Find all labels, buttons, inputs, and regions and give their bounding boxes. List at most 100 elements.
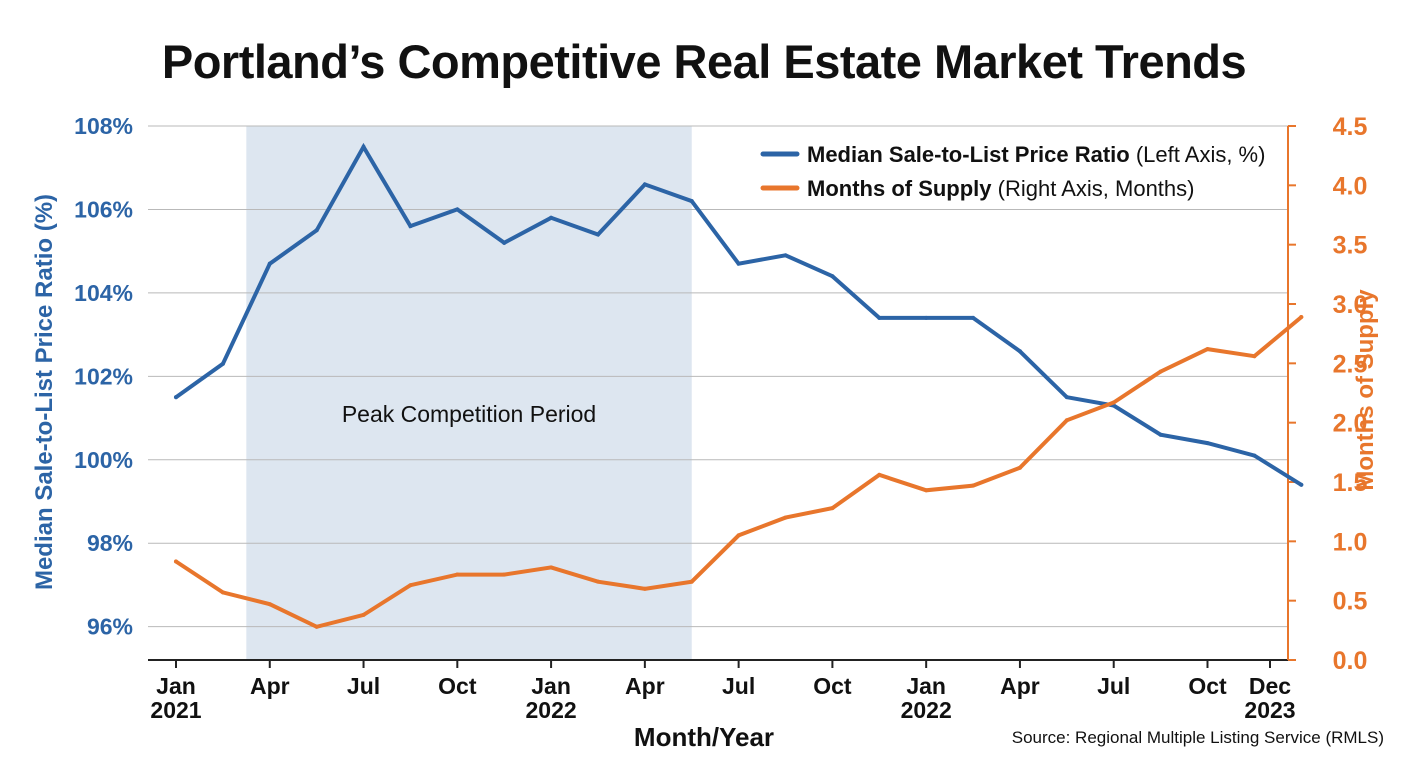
x-tick-label: Jan — [906, 673, 946, 699]
left-tick-label: 96% — [87, 614, 133, 640]
legend-series-note: (Right Axis, Months) — [992, 176, 1195, 201]
months-of-supply-point — [1017, 465, 1022, 470]
months-of-supply-point — [361, 612, 366, 617]
left-tick-label: 100% — [74, 447, 133, 473]
x-tick-label-year: 2021 — [150, 697, 201, 723]
legend-series-name: Months of Supply — [807, 176, 992, 201]
sale-to-list-ratio-point — [1205, 441, 1210, 446]
months-of-supply-point — [736, 533, 741, 538]
x-tick-label: Oct — [438, 673, 477, 699]
series-layer — [174, 142, 1304, 629]
x-tick-label: Apr — [250, 673, 290, 699]
sale-to-list-ratio-point — [595, 232, 600, 237]
months-of-supply-point — [1064, 418, 1069, 423]
sale-to-list-ratio-point — [220, 361, 225, 366]
right-tick-label: 2.5 — [1333, 350, 1368, 378]
legend-entry-ratio: Median Sale-to-List Price Ratio (Left Ax… — [807, 142, 1265, 167]
x-tick-label-year: 2022 — [901, 697, 952, 723]
label-layer: Peak Competition Period 96% 98% 100% 102% 104… — [31, 113, 1379, 752]
right-tick-label: 0.5 — [1333, 588, 1368, 616]
sale-to-list-ratio-point — [408, 224, 413, 229]
sale-to-list-ratio-point — [1158, 432, 1163, 437]
months-of-supply-point — [830, 506, 835, 511]
sale-to-list-ratio-point — [830, 274, 835, 279]
sale-to-list-ratio-point — [689, 199, 694, 204]
months-of-supply-point — [1252, 354, 1257, 359]
sale-to-list-ratio-point — [502, 240, 507, 245]
right-tick-label: 1.0 — [1333, 528, 1368, 556]
sale-to-list-ratio-point — [267, 261, 272, 266]
right-tick-label: 1.5 — [1333, 469, 1368, 497]
months-of-supply-point — [783, 515, 788, 520]
sale-to-list-ratio-point — [1017, 349, 1022, 354]
sale-to-list-ratio-point — [642, 182, 647, 187]
sale-to-list-ratio-point — [455, 207, 460, 212]
x-tick-label: Oct — [813, 673, 852, 699]
months-of-supply-point — [924, 488, 929, 493]
right-tick-label: 0.0 — [1333, 647, 1368, 675]
months-of-supply-point — [502, 572, 507, 577]
sale-to-list-ratio-point — [1064, 395, 1069, 400]
sale-to-list-ratio-point — [549, 215, 554, 220]
months-of-supply-point — [877, 472, 882, 477]
x-tick-label: Jul — [722, 673, 755, 699]
x-tick-label: Apr — [625, 673, 665, 699]
sale-to-list-ratio-point — [314, 228, 319, 233]
legend-entry-supply: Months of Supply (Right Axis, Months) — [807, 176, 1194, 201]
right-tick-label: 4.0 — [1333, 172, 1368, 200]
left-tick-label: 98% — [87, 530, 133, 556]
right-tick-label: 3.0 — [1333, 291, 1368, 319]
months-of-supply-point — [174, 559, 178, 564]
shaded-region-label: Peak Competition Period — [342, 401, 596, 427]
sale-to-list-ratio-point — [174, 395, 178, 400]
right-tick-label: 3.5 — [1333, 232, 1368, 260]
chart-title: Portland’s Competitive Real Estate Marke… — [161, 35, 1247, 88]
left-axis-title: Median Sale-to-List Price Ratio (%) — [31, 194, 58, 590]
right-tick-label: 2.0 — [1333, 410, 1368, 438]
legend: Median Sale-to-List Price Ratio (Left Ax… — [760, 142, 1265, 201]
months-of-supply-point — [549, 565, 554, 570]
sale-to-list-ratio-point — [736, 261, 741, 266]
months-of-supply-point — [408, 583, 413, 588]
sale-to-list-ratio-point — [877, 315, 882, 320]
months-of-supply-point — [455, 572, 460, 577]
legend-series-name: Median Sale-to-List Price Ratio — [807, 142, 1130, 167]
sale-to-list-ratio-point — [971, 315, 976, 320]
sale-to-list-ratio-point — [361, 144, 366, 149]
sale-to-list-ratio-point — [783, 253, 788, 258]
months-of-supply-point — [1111, 400, 1116, 405]
axes-layer — [148, 125, 1296, 668]
x-tick-label-year: 2023 — [1244, 697, 1295, 723]
left-tick-label: 102% — [74, 363, 133, 389]
legend-series-note: (Left Axis, %) — [1130, 142, 1266, 167]
x-tick-label: Jan — [531, 673, 571, 699]
months-of-supply-point — [595, 579, 600, 584]
months-of-supply-point — [220, 590, 225, 595]
x-tick-label: Dec — [1249, 673, 1291, 699]
x-axis-title: Month/Year — [634, 722, 774, 752]
sale-to-list-ratio-point — [924, 315, 929, 320]
months-of-supply-point — [971, 483, 976, 488]
source-note: Source: Regional Multiple Listing Servic… — [1011, 728, 1384, 747]
months-of-supply-point — [1158, 369, 1163, 374]
right-axis-title: Months of Supply — [1352, 289, 1379, 491]
months-of-supply-point — [1299, 315, 1304, 320]
left-tick-label: 108% — [74, 113, 133, 139]
sale-to-list-ratio-point — [1299, 482, 1304, 487]
months-of-supply-point — [314, 624, 319, 629]
gridline-layer — [148, 125, 1288, 628]
months-of-supply-point — [689, 579, 694, 584]
x-tick-label: Jan — [156, 673, 196, 699]
left-tick-label: 104% — [74, 280, 133, 306]
x-tick-label: Oct — [1188, 673, 1227, 699]
months-of-supply-point — [267, 602, 272, 607]
months-of-supply-point — [1205, 347, 1210, 352]
x-tick-label: Apr — [1000, 673, 1040, 699]
x-tick-label: Jul — [1097, 673, 1130, 699]
months-of-supply-point — [642, 586, 647, 591]
right-tick-label: 4.5 — [1333, 113, 1368, 141]
x-tick-label-year: 2022 — [525, 697, 576, 723]
x-tick-label: Jul — [347, 673, 380, 699]
left-tick-label: 106% — [74, 196, 133, 222]
